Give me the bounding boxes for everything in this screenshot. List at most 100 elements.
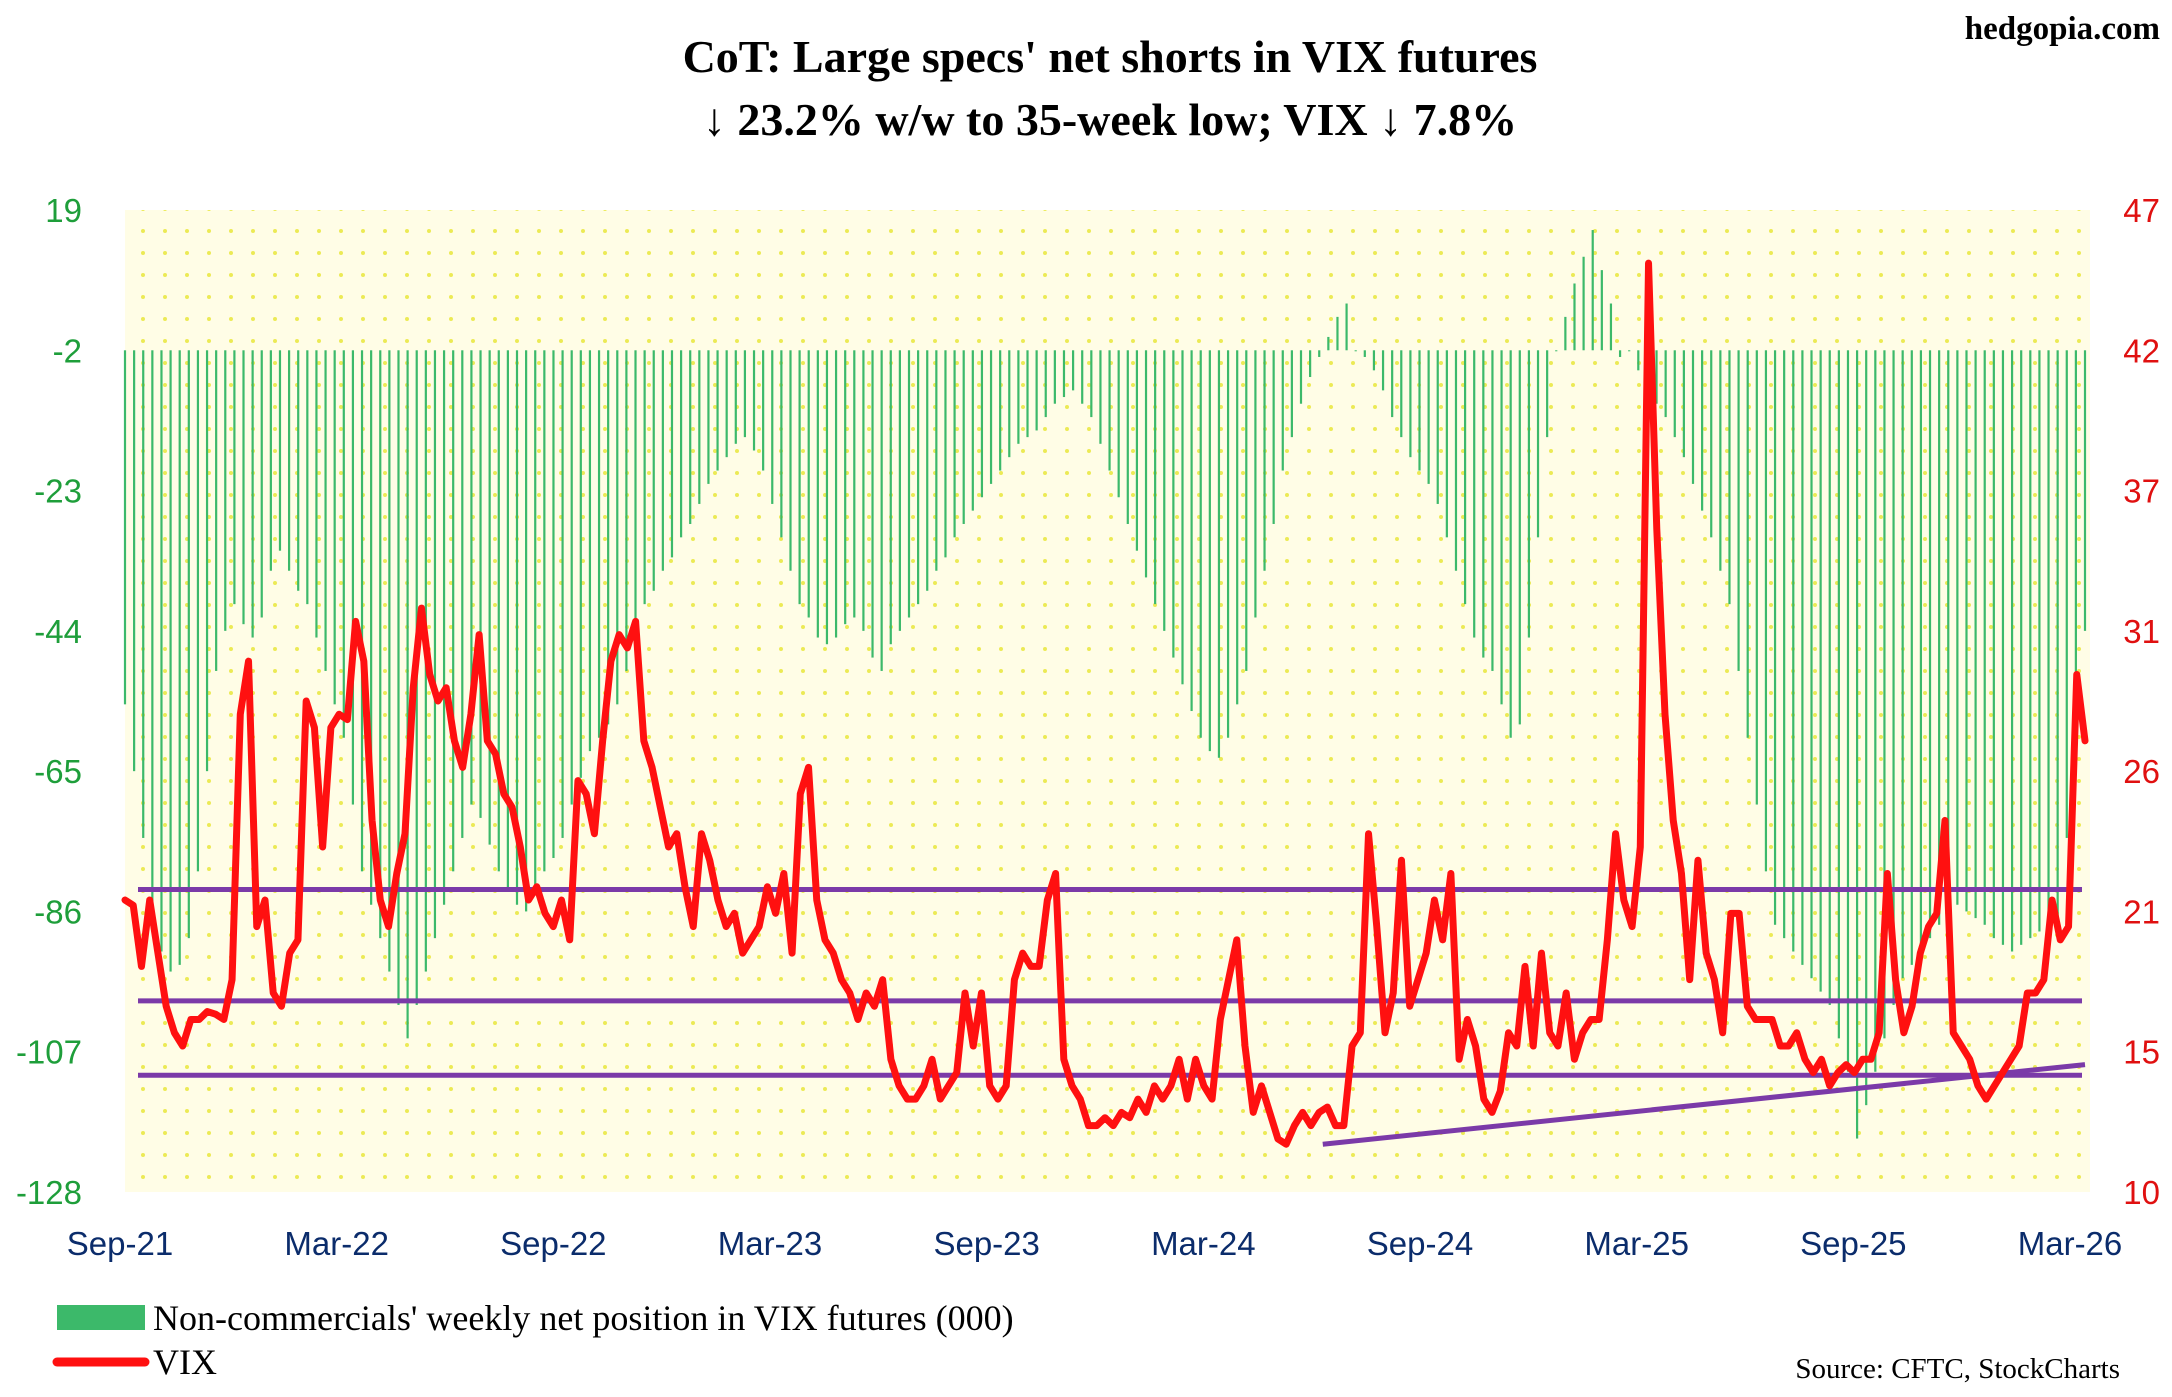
net-position-bar (1099, 350, 1102, 444)
net-position-bar (2056, 350, 2059, 919)
net-position-bar (1381, 350, 1385, 391)
x-axis-ticks: Sep-21 Mar-22 Sep-22 Mar-23 Sep-23 Mar-24 Sep-… (67, 1225, 2122, 1262)
net-position-bar (123, 350, 127, 705)
net-position-bar (452, 350, 455, 872)
net-position-bar (479, 350, 482, 818)
net-position-bar (2001, 350, 2005, 945)
net-position-bar (907, 350, 911, 618)
net-position-bar (306, 350, 309, 605)
net-position-bar (1819, 350, 1822, 992)
net-position-bar (1008, 350, 1011, 458)
net-position-bar (278, 350, 282, 551)
net-position-bar (1719, 350, 1722, 571)
net-position-bar (1910, 350, 1913, 965)
net-position-bar (1965, 350, 1968, 912)
net-position-bar (1062, 350, 1066, 398)
net-position-bar (1764, 350, 1768, 872)
net-position-bar (224, 350, 227, 631)
net-position-bar (397, 350, 400, 1005)
net-position-bar (497, 350, 500, 872)
net-position-bar (752, 350, 756, 451)
net-position-bar (1026, 350, 1029, 438)
net-position-bar (725, 350, 728, 458)
net-position-bar (1263, 350, 1266, 571)
reference-lines (138, 886, 2086, 1147)
net-position-bar (260, 350, 263, 618)
net-position-bar (1500, 350, 1503, 705)
net-position-bar (698, 350, 701, 504)
net-position-bar (1938, 350, 1941, 925)
net-position-bar (1363, 350, 1366, 357)
net-position-bar (1181, 350, 1184, 685)
net-position-bar (1154, 350, 1157, 605)
net-position-bar (1108, 350, 1111, 471)
net-position-bar (324, 350, 327, 671)
net-position-bar (980, 350, 984, 498)
net-position-bar (825, 350, 829, 645)
net-position-bar (461, 350, 464, 838)
net-position-bar (1199, 350, 1202, 738)
net-position-bar (196, 350, 200, 872)
legend-bars-label: Non-commercials' weekly net position in … (153, 1298, 1014, 1338)
net-position-bar (844, 350, 847, 625)
net-position-bar (1892, 350, 1895, 1005)
net-position-bar (1928, 350, 1932, 939)
net-position-bar (388, 350, 391, 972)
net-position-bar (1090, 350, 1093, 418)
net-position-bar (242, 350, 245, 625)
net-position-bar (160, 350, 163, 952)
net-position-bar (142, 350, 145, 838)
net-position-bar (1482, 350, 1485, 658)
net-position-bar (506, 350, 509, 892)
net-position-bar (1628, 350, 1631, 352)
net-position-bar (771, 350, 774, 504)
net-position-bar (689, 350, 692, 524)
net-position-bar (1017, 350, 1020, 444)
net-position-bar (488, 350, 491, 845)
right-axis-tick-label: 21 (2123, 893, 2160, 930)
net-position-bar (215, 350, 218, 671)
x-axis-tick-label: Sep-24 (1367, 1225, 1473, 1262)
net-position-bar (1081, 350, 1084, 404)
x-axis-tick-label: Sep-25 (1800, 1225, 1906, 1262)
left-axis-tick-label: -65 (34, 753, 82, 790)
net-position-bar (2083, 350, 2087, 631)
net-position-bar (205, 350, 209, 772)
net-position-bar (1208, 350, 1211, 752)
net-position-bar (1655, 350, 1658, 404)
x-axis-tick-label: Sep-23 (933, 1225, 1039, 1262)
legend-bars-swatch (57, 1305, 145, 1330)
brand-label: hedgopia.com (1965, 11, 2160, 47)
net-position-bar (333, 350, 336, 705)
net-position-bar (406, 350, 409, 1039)
net-position-bar (1618, 350, 1622, 357)
net-position-bar (1391, 350, 1394, 418)
net-position-bar (1071, 350, 1075, 391)
net-position-bar (1536, 350, 1540, 538)
net-position-bar (1418, 350, 1421, 471)
net-position-bar (1254, 350, 1257, 618)
net-position-bar (1035, 350, 1038, 431)
net-position-bar (433, 350, 437, 939)
x-axis-tick-label: Sep-22 (500, 1225, 606, 1262)
net-position-bar (1801, 350, 1804, 965)
net-position-bar (151, 350, 154, 905)
net-position-bar (1527, 350, 1531, 638)
net-position-bar (999, 350, 1002, 471)
right-axis-tick-label: 26 (2123, 753, 2160, 790)
net-position-bar (442, 350, 446, 905)
right-axis-ticks: 47 42 37 31 26 21 15 10 (2123, 192, 2160, 1211)
chart-title-line1: CoT: Large specs' net shorts in VIX futu… (683, 31, 1538, 82)
net-position-bar (1591, 230, 1594, 351)
net-position-bar (807, 350, 810, 618)
net-position-bar (944, 350, 947, 558)
net-position-bar (315, 350, 318, 638)
x-axis-tick-label: Mar-24 (1151, 1225, 1256, 1262)
net-position-bar (1226, 350, 1230, 738)
vix-line (121, 259, 2089, 1148)
net-position-bar (570, 350, 573, 805)
net-position-bar (1701, 350, 1704, 511)
net-position-bar (935, 350, 938, 571)
net-position-bar (926, 350, 929, 591)
net-position-bar (1272, 350, 1275, 524)
